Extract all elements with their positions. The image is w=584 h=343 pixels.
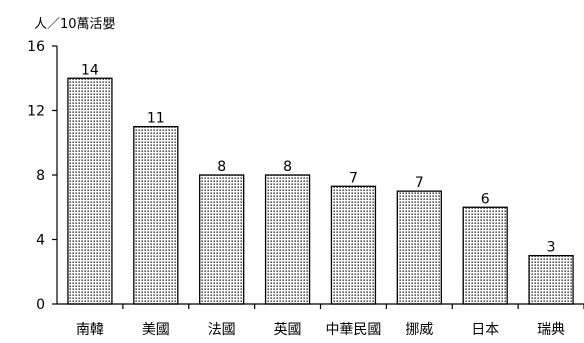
bar [133, 125, 179, 305]
bars-group: 14 11 8 8 7 7 6 3 [67, 62, 574, 305]
x-tick-label: 法國 [208, 322, 236, 338]
x-tick-label: 中華民國 [325, 322, 381, 338]
y-tick-label: 4 [36, 233, 45, 249]
data-label: 7 [415, 175, 424, 191]
x-tick-label: 南韓 [76, 322, 104, 338]
x-ticks-group: 南韓 美國 法國 英國 中華民國 挪威 日本 瑞典 [76, 304, 584, 338]
bar [462, 206, 508, 305]
data-label: 11 [147, 111, 165, 127]
bar [528, 254, 574, 305]
bar [264, 174, 311, 305]
bar [199, 174, 245, 305]
data-label: 8 [217, 159, 226, 175]
unit-label: 人／10萬活嬰 [34, 17, 116, 32]
y-tick-label: 16 [27, 39, 45, 55]
x-tick-label: 挪威 [405, 322, 433, 338]
data-label: 7 [349, 170, 358, 186]
x-tick-label: 日本 [471, 322, 499, 338]
data-label: 14 [81, 62, 99, 78]
x-tick-label: 英國 [274, 321, 302, 338]
x-tick-label: 瑞典 [537, 322, 565, 338]
y-tick-label: 8 [36, 168, 45, 184]
x-tick-label: 美國 [142, 322, 170, 338]
data-label: 6 [481, 191, 490, 207]
y-tick-label: 12 [27, 104, 45, 120]
bar [396, 190, 442, 305]
data-label: 3 [547, 240, 556, 256]
bar [67, 77, 113, 305]
y-tick-label: 0 [36, 297, 45, 313]
data-label: 8 [283, 159, 292, 175]
y-ticks-group: 0 4 8 12 16 [27, 39, 57, 313]
bar [330, 185, 377, 305]
